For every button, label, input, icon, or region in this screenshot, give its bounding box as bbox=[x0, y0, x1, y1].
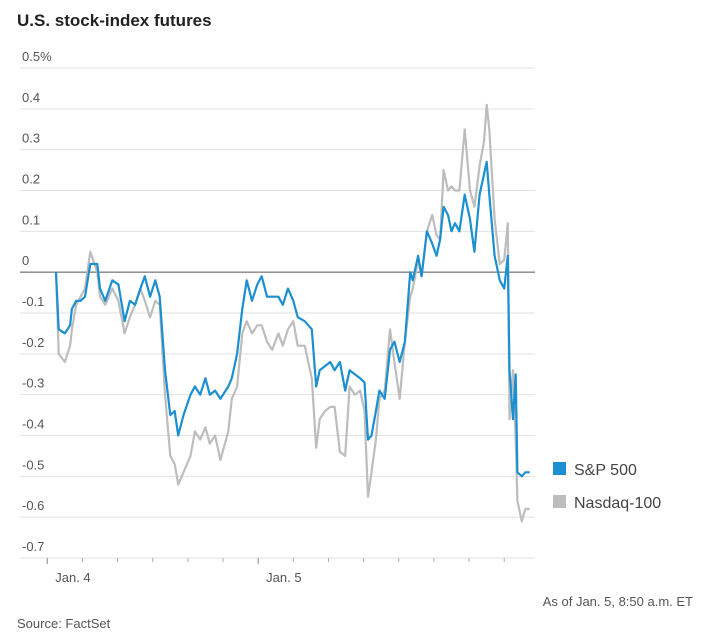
y-tick-label: -0.6 bbox=[22, 498, 44, 513]
y-tick-label: -0.7 bbox=[22, 539, 44, 554]
y-tick-label: 0.1 bbox=[22, 212, 40, 227]
y-tick-label: -0.4 bbox=[22, 417, 44, 432]
y-tick-label: 0.3 bbox=[22, 131, 40, 146]
legend-swatch bbox=[553, 462, 566, 475]
note: As of Jan. 5, 8:50 a.m. ET bbox=[543, 594, 693, 609]
legend-label: S&P 500 bbox=[574, 462, 637, 479]
y-tick-label: 0.5% bbox=[22, 49, 52, 64]
y-tick-label: -0.3 bbox=[22, 376, 44, 391]
y-tick-label: 0 bbox=[22, 253, 29, 268]
y-tick-label: -0.1 bbox=[22, 294, 44, 309]
y-tick-label: 0.2 bbox=[22, 172, 40, 187]
source: Source: FactSet bbox=[17, 616, 111, 631]
x-tick-label: Jan. 5 bbox=[266, 570, 301, 585]
line-series bbox=[54, 160, 530, 478]
x-tick-label: Jan. 4 bbox=[55, 570, 90, 585]
chart-title: U.S. stock-index futures bbox=[17, 11, 212, 30]
legend-swatch bbox=[553, 495, 566, 508]
y-tick-label: -0.2 bbox=[22, 335, 44, 350]
legend-label: Nasdaq-100 bbox=[574, 495, 661, 512]
y-tick-label: -0.5 bbox=[22, 457, 44, 472]
y-tick-label: 0.4 bbox=[22, 90, 40, 105]
